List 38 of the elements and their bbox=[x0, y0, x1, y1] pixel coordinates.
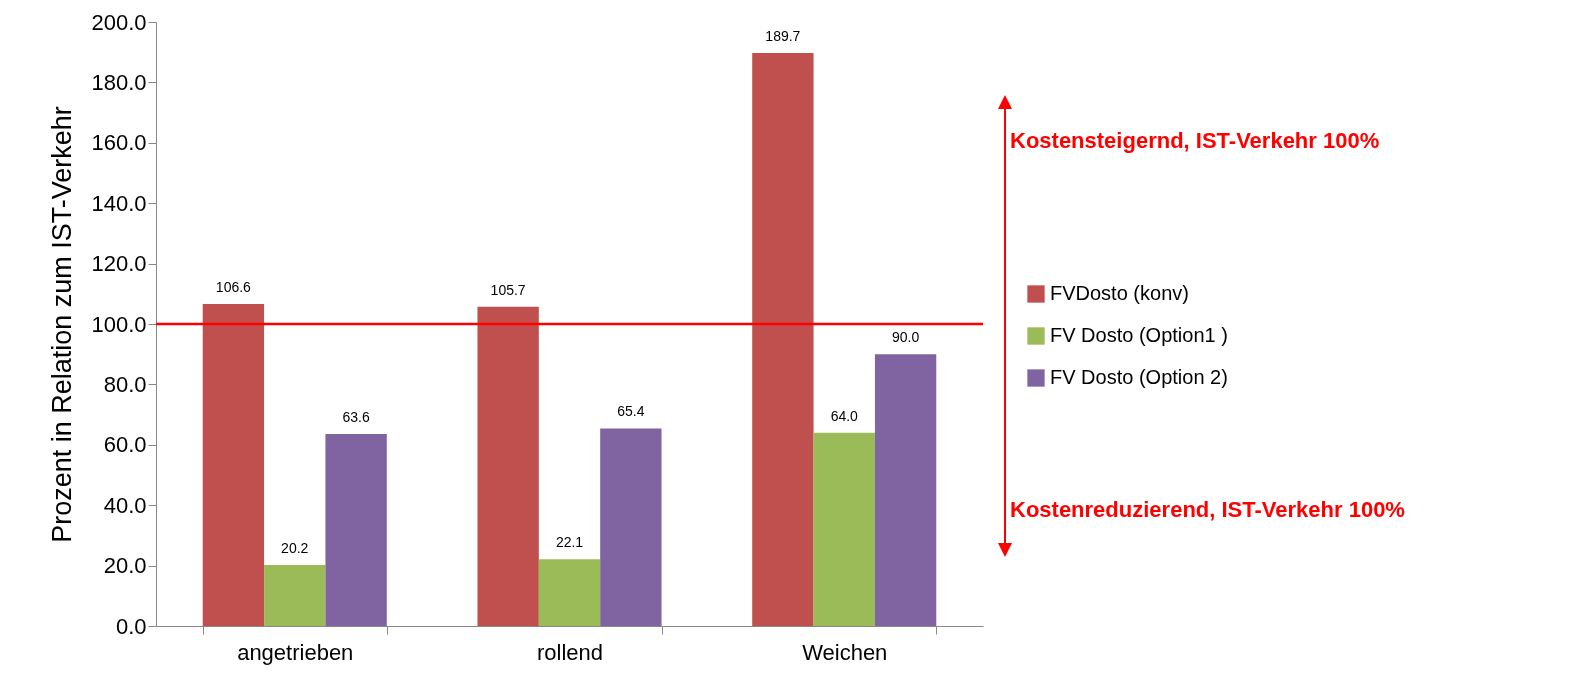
bar bbox=[202, 304, 265, 626]
data-label: 189.7 bbox=[765, 28, 801, 45]
data-label: 22.1 bbox=[555, 534, 584, 551]
y-tick-label: 100.0 bbox=[91, 311, 147, 337]
x-tick-label: Weichen bbox=[802, 639, 888, 665]
y-tick-label: 160.0 bbox=[91, 130, 147, 156]
y-tick-label: 0.0 bbox=[115, 613, 147, 639]
data-label: 20.2 bbox=[281, 540, 309, 556]
y-tick-label: 80.0 bbox=[103, 371, 147, 397]
text: Kostensteigernd, IST-Verkehr 100% bbox=[1010, 128, 1380, 154]
bar bbox=[538, 559, 601, 626]
y-tick-label: 180.0 bbox=[91, 69, 147, 95]
y-axis-title: Prozent in Relation zum IST-Verkehr bbox=[47, 106, 78, 543]
bar bbox=[477, 306, 539, 626]
bar bbox=[264, 565, 326, 626]
y-tick-label: 200.0 bbox=[91, 9, 147, 35]
data-label: 90.0 bbox=[891, 329, 920, 346]
data-label: 64.0 bbox=[830, 407, 859, 424]
data-label: 106.6 bbox=[215, 279, 252, 296]
y-tick-label: 40.0 bbox=[103, 492, 147, 518]
bar bbox=[325, 433, 387, 626]
bar bbox=[874, 354, 937, 626]
data-label: 63.6 bbox=[342, 408, 370, 425]
y-tick-label: 60.0 bbox=[103, 432, 147, 458]
legend-label: FV Dosto (Option 2) bbox=[1050, 366, 1228, 388]
bar bbox=[752, 53, 814, 626]
x-tick-label: rollend bbox=[536, 639, 604, 665]
y-tick-label: 140.0 bbox=[91, 190, 147, 216]
bar bbox=[600, 428, 662, 626]
data-label: 65.4 bbox=[617, 403, 645, 420]
data-label: 105.7 bbox=[490, 281, 526, 298]
y-tick-label: 20.0 bbox=[103, 553, 147, 579]
bar bbox=[813, 432, 875, 626]
text: Kostenreduzierend, IST-Verkehr 100% bbox=[1010, 497, 1405, 523]
legend-label: FV Dosto (Option1 ) bbox=[1050, 324, 1228, 346]
legend-label: FVDosto (konv) bbox=[1050, 282, 1189, 304]
x-tick-label: angetrieben bbox=[237, 639, 354, 665]
y-tick-label: 120.0 bbox=[91, 251, 147, 277]
